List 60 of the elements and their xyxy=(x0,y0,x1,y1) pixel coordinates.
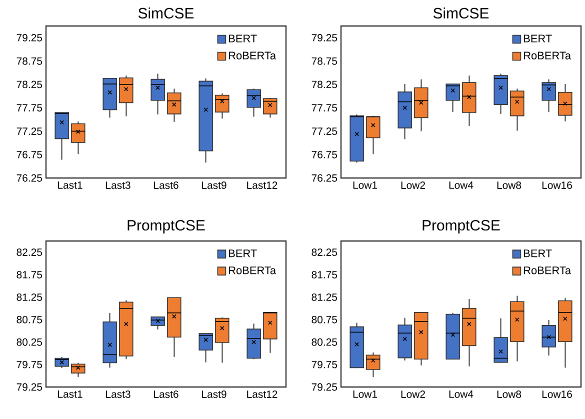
x-tick-label: Last12 xyxy=(247,390,278,398)
x-tick-label: Low8 xyxy=(497,390,522,398)
y-tick-label: 81.75 xyxy=(16,270,42,278)
y-tick-label: 79.25 xyxy=(312,34,338,42)
y-tick-label: 78.75 xyxy=(312,57,338,65)
x-tick-label: Last3 xyxy=(106,390,130,398)
y-tick-label: 79.75 xyxy=(16,360,42,368)
x-tick-label: Low8 xyxy=(497,182,522,189)
legend-label: BERT xyxy=(229,34,257,42)
y-tick-label: 77.25 xyxy=(16,128,42,135)
y-tick-label: 78.75 xyxy=(16,57,42,65)
x-tick-label: Last9 xyxy=(202,390,226,398)
x-tick-label: Last1 xyxy=(58,182,82,189)
x-tick-label: Last12 xyxy=(247,182,278,189)
x-tick-label: Low16 xyxy=(542,390,572,398)
chart-title: PromptCSE xyxy=(128,220,205,234)
y-tick-label: 78.25 xyxy=(312,80,338,88)
y-tick-label: 82.25 xyxy=(16,248,42,256)
y-tick-label: 79.25 xyxy=(16,383,42,391)
x-tick-label: Low4 xyxy=(449,390,474,398)
x-tick-label: Low1 xyxy=(353,390,377,398)
y-tick-label: 81.75 xyxy=(312,270,338,278)
x-tick-label: Low16 xyxy=(542,182,572,189)
y-tick-label: 80.25 xyxy=(312,338,338,346)
y-tick-label: 79.25 xyxy=(16,34,42,42)
y-tick-label: 82.25 xyxy=(312,248,338,256)
x-tick-label: Low4 xyxy=(449,182,474,189)
x-tick-label: Low2 xyxy=(401,390,425,398)
y-tick-label: 77.75 xyxy=(312,104,338,112)
x-tick-label: Last3 xyxy=(106,182,130,189)
y-tick-label: 76.75 xyxy=(312,150,338,158)
y-tick-label: 81.25 xyxy=(312,293,338,301)
y-tick-label: 80.75 xyxy=(16,316,42,324)
legend-label: BERT xyxy=(524,250,552,258)
x-tick-label: Last9 xyxy=(202,182,226,189)
y-tick-label: 76.25 xyxy=(312,174,338,182)
legend-label: RoBERTa xyxy=(229,266,276,274)
y-tick-label: 79.75 xyxy=(312,360,338,368)
x-tick-label: Low1 xyxy=(353,182,377,189)
y-tick-label: 77.25 xyxy=(312,128,338,135)
chart-title: SimCSE xyxy=(433,8,489,18)
legend-label: RoBERTa xyxy=(229,52,276,60)
y-tick-label: 81.25 xyxy=(16,293,42,301)
y-tick-label: 79.25 xyxy=(312,383,338,391)
chart-title: PromptCSE xyxy=(422,220,500,234)
chart-title: SimCSE xyxy=(138,8,194,18)
y-tick-label: 77.75 xyxy=(16,104,42,112)
legend-label: BERT xyxy=(229,250,257,258)
y-tick-label: 76.25 xyxy=(16,174,42,182)
y-tick-label: 76.75 xyxy=(16,150,42,158)
y-tick-label: 78.25 xyxy=(16,80,42,88)
legend-label: RoBERTa xyxy=(524,52,572,60)
x-tick-label: Low2 xyxy=(401,182,425,189)
x-tick-label: Last1 xyxy=(58,390,82,398)
legend-label: RoBERTa xyxy=(524,266,572,274)
y-tick-label: 80.25 xyxy=(16,338,42,346)
y-tick-label: 80.75 xyxy=(312,316,338,324)
x-tick-label: Last6 xyxy=(154,182,178,189)
legend-label: BERT xyxy=(524,34,552,42)
x-tick-label: Last6 xyxy=(154,390,178,398)
